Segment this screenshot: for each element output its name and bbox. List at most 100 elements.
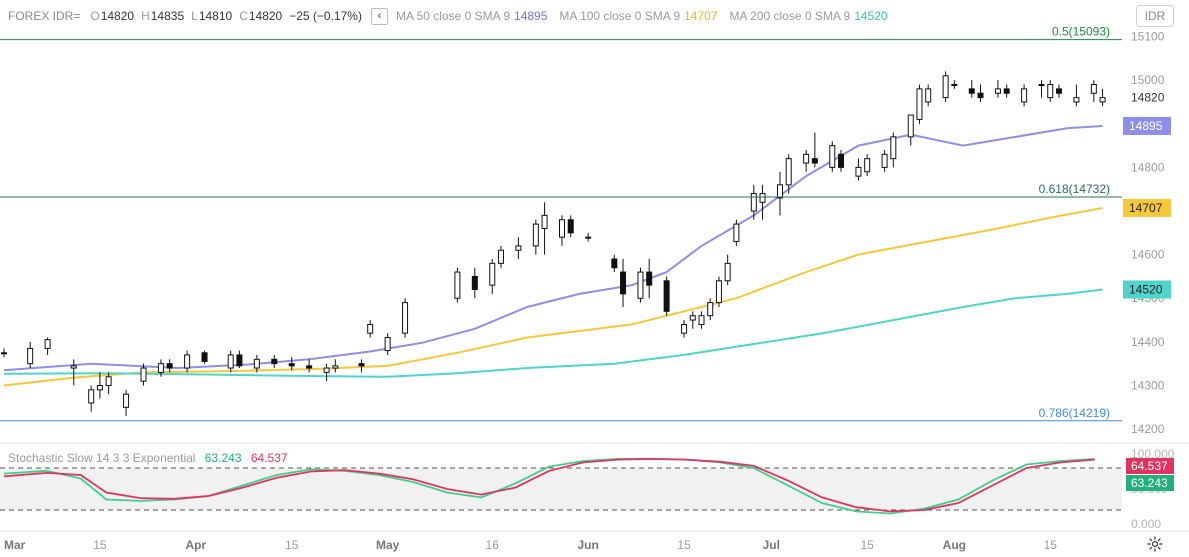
candle-up <box>323 367 330 373</box>
symbol-name[interactable]: FOREX IDR= <box>8 9 81 23</box>
stochastic-tick-label: 0.000 <box>1131 517 1161 531</box>
high-key: H <box>141 9 150 23</box>
open-key: O <box>90 9 100 23</box>
fibonacci-layer: 0.5(15093) 0.618(14732) 0.786(14219) <box>0 25 1122 422</box>
currency-button[interactable]: IDR <box>1136 5 1174 27</box>
last-price-label: 14820 <box>1131 91 1165 105</box>
candle-down <box>567 219 574 234</box>
candle-up <box>585 236 592 239</box>
candle-up <box>489 262 496 286</box>
candle-up <box>803 153 810 164</box>
change-value: −25 (−0.17%) <box>289 9 362 23</box>
time-tick-label: Aug <box>943 538 966 552</box>
candle-up <box>123 393 130 408</box>
candle-up <box>733 223 740 243</box>
candle-up <box>1 352 7 355</box>
candle-up <box>855 166 862 177</box>
candle-down <box>271 358 278 365</box>
candle-up <box>253 358 260 369</box>
candle-up <box>454 271 461 299</box>
candle-up <box>1021 88 1028 103</box>
time-tick-label: Jul <box>763 538 780 552</box>
ma200-label[interactable]: MA 200 close 0 SMA 9 <box>729 9 851 23</box>
candle-up <box>776 184 783 199</box>
stochastic-value-badge-label: 63.243 <box>1131 476 1168 490</box>
stochastic-d-value: 64.537 <box>250 451 288 465</box>
candle-down <box>611 258 618 269</box>
candle-up <box>497 249 504 264</box>
stochastic-band <box>0 468 1122 510</box>
high-value: 14835 <box>150 9 185 23</box>
price-axis[interactable]: 1420014300144001450014600147001480014900… <box>1123 30 1171 437</box>
gear-icon[interactable] <box>1146 535 1164 553</box>
candle-down <box>166 363 173 369</box>
candle-up <box>105 376 112 386</box>
candle-down <box>306 365 313 369</box>
ma-value-badge <box>1123 280 1171 299</box>
candle-down <box>1003 88 1010 94</box>
price-tick-label: 14800 <box>1131 160 1165 174</box>
candle-up <box>715 280 722 304</box>
time-axis[interactable]: Mar 15 Apr 15 May 16 Jun 15 Jul 15 Aug 15 <box>4 538 1057 552</box>
candle-up <box>637 271 644 299</box>
grid-layer <box>0 442 1189 532</box>
stochastic-value-badge <box>1126 475 1174 491</box>
fib-level-label: 0.786(14219) <box>1039 406 1110 420</box>
candle-down <box>471 275 478 291</box>
candle-down <box>977 92 984 99</box>
candle-up <box>559 219 565 238</box>
candle-up <box>27 347 34 365</box>
candle-down <box>1055 88 1062 94</box>
candle-up <box>1047 84 1054 99</box>
candle-up <box>541 214 548 229</box>
candle-up <box>1099 97 1106 103</box>
ma-line <box>3 207 1103 387</box>
chevron-left-icon[interactable]: ‹ <box>370 7 388 25</box>
price-tick-label: 14300 <box>1131 378 1165 392</box>
candle-up <box>402 302 409 334</box>
ma100-value: 14707 <box>684 9 718 23</box>
symbol-legend: FOREX IDR= O 14820 H 14835 L 14810 C 148… <box>8 7 888 25</box>
candle-down <box>288 363 295 367</box>
time-tick-label: 15 <box>860 538 874 552</box>
stochastic-value-badge-label: 64.537 <box>1131 459 1168 473</box>
candle-down <box>620 271 627 295</box>
candles-layer <box>1 71 1106 417</box>
candle-up <box>1038 84 1045 87</box>
candle-up <box>750 193 757 212</box>
stochastic-value-badge <box>1126 458 1174 474</box>
candle-up <box>707 302 714 317</box>
ma-value-badge-label: 14520 <box>1129 283 1163 297</box>
candle-down <box>968 88 975 94</box>
candle-up <box>44 339 51 349</box>
candle-up <box>994 88 1001 94</box>
candle-up <box>384 337 391 352</box>
candle-up <box>1073 97 1080 103</box>
time-tick-label: Apr <box>185 538 206 552</box>
ma-value-badge-label: 14895 <box>1129 119 1163 133</box>
price-tick-label: 15000 <box>1131 73 1165 87</box>
moving-averages-layer <box>3 125 1103 387</box>
time-tick-label: Mar <box>4 538 26 552</box>
candle-up <box>532 223 539 247</box>
candle-up <box>515 245 522 251</box>
candle-up <box>881 153 888 168</box>
close-key: C <box>239 9 248 23</box>
stochastic-legend: Stochastic Slow 14 3 3 Exponential 63.24… <box>8 451 288 465</box>
time-tick-label: Jun <box>577 538 598 552</box>
fib-level-label: 0.5(15093) <box>1052 25 1110 39</box>
candle-up <box>942 75 949 99</box>
ma50-label[interactable]: MA 50 close 0 SMA 9 <box>395 9 511 23</box>
candle-up <box>227 354 234 369</box>
ma-value-badge-label: 14707 <box>1129 201 1163 215</box>
candle-up <box>332 365 339 369</box>
ma200-value: 14520 <box>854 9 888 23</box>
candle-up <box>140 367 147 382</box>
time-tick-label: 15 <box>93 538 107 552</box>
time-tick-label: 15 <box>677 538 691 552</box>
candle-up <box>759 193 766 203</box>
ma100-label[interactable]: MA 100 close 0 SMA 9 <box>559 9 681 23</box>
stochastic-label[interactable]: Stochastic Slow 14 3 3 Exponential <box>8 451 196 465</box>
fib-level-label: 0.618(14732) <box>1039 182 1110 196</box>
